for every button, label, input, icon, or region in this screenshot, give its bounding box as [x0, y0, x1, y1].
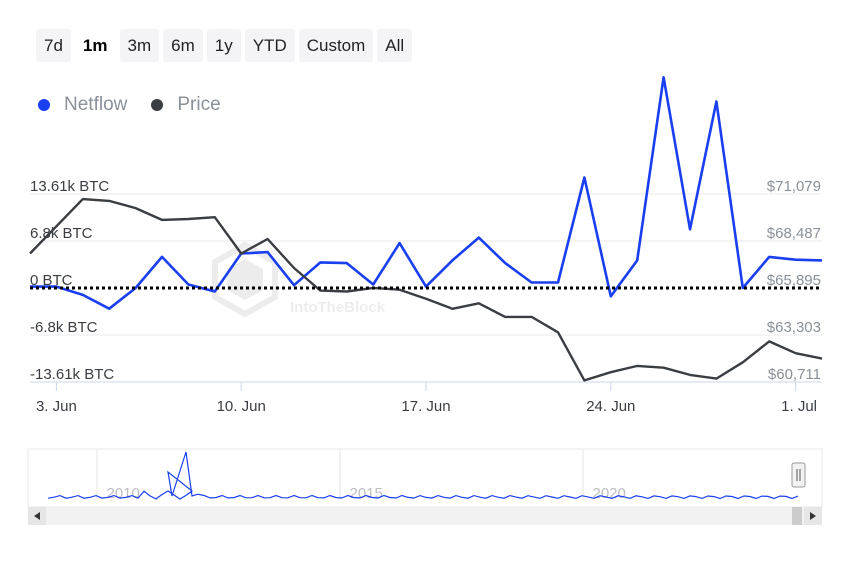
x-axis: 3. Jun 10. Jun 17. Jun 24. Jun 1. Jul — [36, 382, 817, 415]
scrollbar-track[interactable] — [28, 507, 822, 525]
y-right-tick-label: $60,711 — [768, 366, 821, 383]
x-tick-label: 1. Jul — [781, 398, 817, 415]
y-left-tick-label: 6.8k BTC — [30, 225, 93, 242]
range-button-ytd[interactable]: YTD — [244, 29, 295, 62]
navigator-year-label: 2015 — [350, 485, 383, 502]
range-button-custom[interactable]: Custom — [298, 29, 374, 62]
navigator-trace — [47, 451, 799, 500]
x-tick-label: 3. Jun — [36, 398, 77, 415]
y-left-tick-label: 13.61k BTC — [30, 178, 109, 195]
navigator-handle[interactable] — [791, 462, 806, 488]
range-button-7d[interactable]: 7d — [36, 29, 71, 62]
scrollbar-thumb[interactable] — [792, 507, 802, 525]
legend-price[interactable]: Price — [151, 94, 221, 116]
legend-price-label: Price — [177, 94, 221, 115]
y-right-tick-label: $71,079 — [767, 178, 821, 195]
range-selector: 7d 1m 3m 6m 1y YTD Custom All — [36, 29, 413, 62]
legend-netflow[interactable]: Netflow — [38, 94, 127, 116]
navigator-year-label: 2020 — [593, 485, 626, 502]
y-left-tick-label: 0 BTC — [30, 272, 73, 289]
y-left-tick-label: -13.61k BTC — [30, 366, 114, 383]
x-tick-label: 10. Jun — [217, 398, 266, 415]
series — [29, 76, 823, 382]
arrow-left-icon — [34, 512, 40, 520]
range-button-1y[interactable]: 1y — [206, 29, 241, 62]
x-tick-label: 24. Jun — [586, 398, 635, 415]
series-line-netflow — [30, 76, 823, 311]
series-line-price — [29, 197, 823, 382]
price-dot-icon — [151, 99, 164, 111]
watermark: IntoTheBlock — [212, 241, 386, 318]
legend-netflow-label: Netflow — [64, 94, 128, 115]
range-button-all[interactable]: All — [377, 29, 413, 62]
range-button-6m[interactable]: 6m — [163, 29, 203, 62]
y-right-tick-label: $63,303 — [767, 319, 821, 336]
navigator-year-label: 2010 — [107, 485, 140, 502]
legend: Netflow Price — [38, 94, 221, 116]
y-right-tick-label: $68,487 — [767, 225, 821, 242]
arrow-right-icon — [810, 512, 816, 520]
y-right-tick-label: $65,895 — [767, 272, 821, 289]
y-axis-right: $71,079 $68,487 $65,895 $63,303 $60,711 — [767, 178, 821, 383]
netflow-dot-icon — [38, 99, 50, 111]
y-left-tick-label: -6.8k BTC — [30, 319, 98, 336]
range-button-1m[interactable]: 1m — [74, 29, 116, 62]
svg-text:IntoTheBlock: IntoTheBlock — [290, 299, 386, 316]
navigator: 2010 2015 2020 — [27, 448, 823, 525]
x-tick-label: 17. Jun — [401, 398, 450, 415]
range-button-3m[interactable]: 3m — [119, 29, 160, 62]
